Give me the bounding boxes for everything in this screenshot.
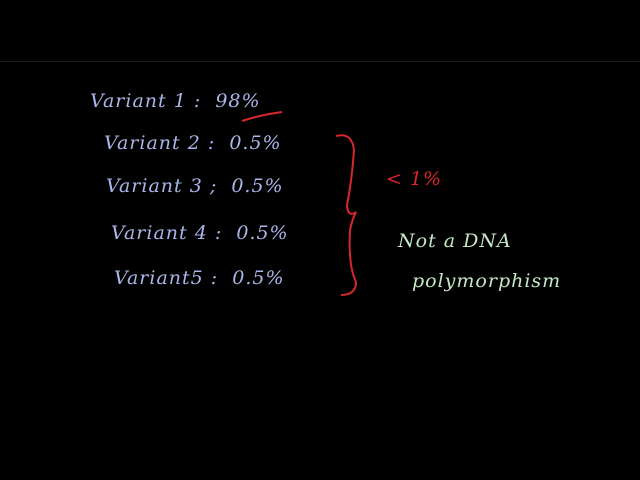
- variant-row: Variant5 : 0.5%: [114, 267, 285, 289]
- variant-row: Variant 2 : 0.5%: [104, 132, 282, 154]
- variant-label: Variant5 :: [114, 267, 219, 289]
- conclusion-line-2: polymorphism: [412, 270, 562, 292]
- variant-value: 0.5%: [232, 267, 285, 289]
- variant-label: Variant 2 :: [104, 132, 216, 154]
- variant-label: Variant 4 :: [111, 222, 223, 244]
- variant-row: Variant 3 ; 0.5%: [106, 175, 284, 197]
- variant-value: 0.5%: [231, 175, 284, 197]
- variant-label: Variant 1 :: [90, 90, 202, 112]
- conclusion-line-1: Not a DNA: [398, 230, 512, 252]
- variant-value: 0.5%: [229, 132, 282, 154]
- variant-row: Variant 4 : 0.5%: [111, 222, 289, 244]
- variant-label: Variant 3 ;: [106, 175, 218, 197]
- variant-value: 98%: [215, 90, 261, 112]
- curly-brace: [335, 134, 358, 296]
- divider: [0, 61, 640, 62]
- variant-row: Variant 1 : 98%: [90, 90, 261, 112]
- variant-value: 0.5%: [236, 222, 289, 244]
- bracket-note: < 1%: [386, 168, 443, 190]
- underline: [241, 111, 283, 122]
